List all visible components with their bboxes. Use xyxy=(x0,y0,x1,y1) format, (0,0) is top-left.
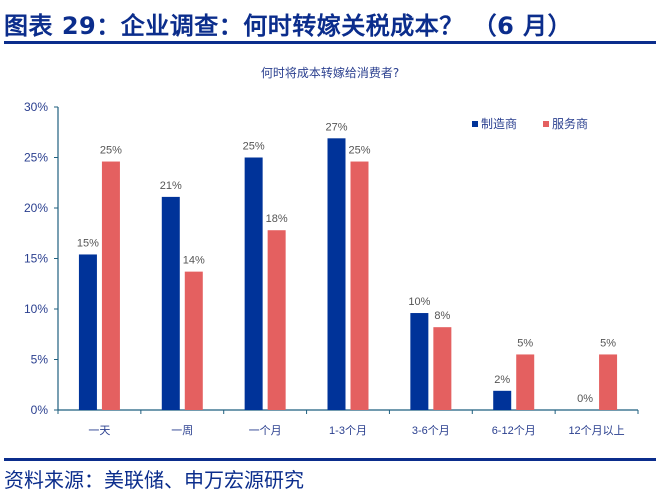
bar xyxy=(327,138,346,410)
data-label: 8% xyxy=(434,310,450,322)
data-label: 0% xyxy=(577,393,593,405)
data-label: 10% xyxy=(408,296,430,308)
y-tick-label: 5% xyxy=(31,353,49,367)
x-tick-label: 3-6个月 xyxy=(412,424,450,437)
data-label: 14% xyxy=(183,255,205,267)
bar xyxy=(184,271,203,410)
data-label: 18% xyxy=(266,213,288,225)
bar xyxy=(244,157,263,410)
data-label: 25% xyxy=(348,145,370,157)
x-tick-label: 1-3个月 xyxy=(329,424,367,437)
y-tick-label: 30% xyxy=(24,100,48,114)
legend-label: 制造商 xyxy=(481,116,517,131)
data-label: 5% xyxy=(600,337,616,349)
legend-swatch xyxy=(472,121,478,127)
bar xyxy=(101,161,120,410)
y-tick-label: 15% xyxy=(24,252,48,266)
x-tick-label: 12个月以上 xyxy=(568,424,624,437)
bar xyxy=(267,230,286,410)
y-tick-label: 20% xyxy=(24,201,48,215)
bar xyxy=(599,354,618,410)
source-note: 资料来源：美联储、申万宏源研究 xyxy=(4,468,304,492)
data-label: 5% xyxy=(517,337,533,349)
bar xyxy=(410,313,429,410)
bar xyxy=(433,327,452,410)
footer-rule xyxy=(4,458,656,461)
figure-title: 图表 29：企业调查：何时转嫁关税成本？ （6 月） xyxy=(4,12,573,40)
title-rule xyxy=(4,41,656,44)
y-tick-label: 25% xyxy=(24,151,48,165)
x-tick-label: 一周 xyxy=(171,424,193,437)
data-label: 25% xyxy=(243,141,265,153)
data-label: 21% xyxy=(160,180,182,192)
data-label: 15% xyxy=(77,237,99,249)
bar xyxy=(516,354,535,410)
data-label: 25% xyxy=(100,145,122,157)
y-tick-label: 10% xyxy=(24,302,48,316)
y-tick-label: 0% xyxy=(31,403,49,417)
bar xyxy=(161,196,180,410)
x-tick-label: 一天 xyxy=(88,425,110,437)
bar xyxy=(350,161,369,410)
bar xyxy=(493,390,512,410)
legend-swatch xyxy=(543,121,549,127)
legend-label: 服务商 xyxy=(552,116,588,131)
data-label: 2% xyxy=(494,374,510,386)
data-label: 27% xyxy=(325,121,347,133)
x-tick-label: 一个月 xyxy=(249,424,282,437)
bar xyxy=(78,254,97,410)
chart-title: 何时将成本转嫁给消费者? xyxy=(260,66,400,80)
x-tick-label: 6-12个月 xyxy=(492,424,536,437)
